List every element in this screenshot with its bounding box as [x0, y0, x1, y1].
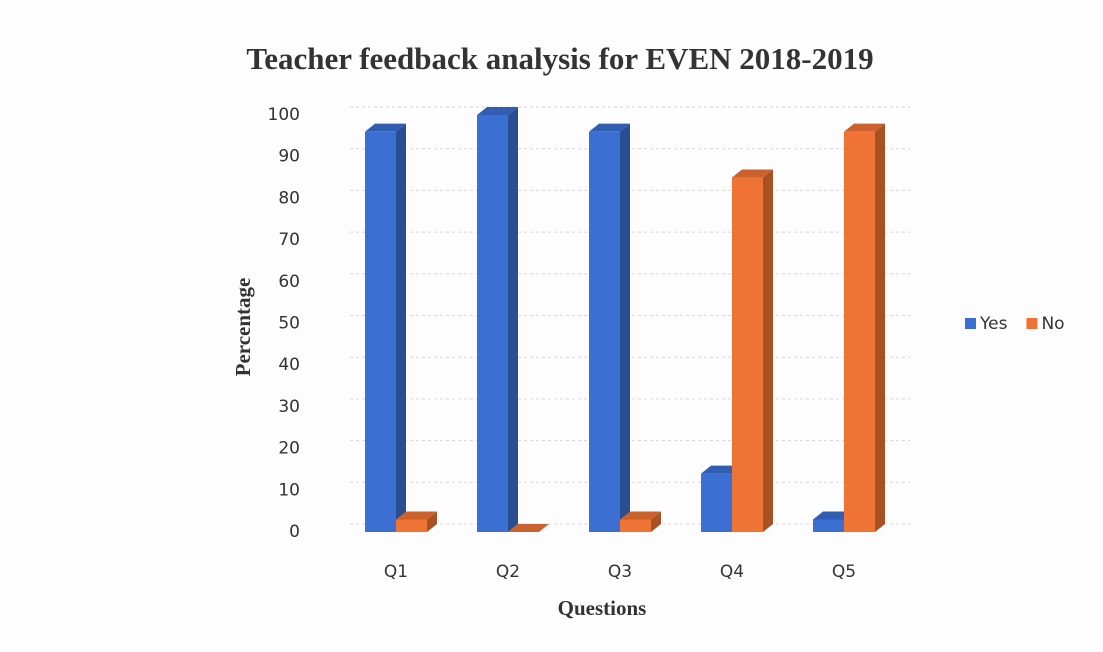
bar-front [844, 131, 875, 532]
legend-label: No [1041, 314, 1064, 334]
bar-side [508, 107, 518, 532]
bar-front [589, 131, 620, 532]
bar [732, 169, 773, 533]
y-tick-label: 60 [278, 272, 300, 292]
bar-side [396, 123, 406, 533]
bar-front [701, 473, 732, 532]
bar-front [396, 519, 427, 532]
bar-top [365, 123, 406, 132]
bar-front [365, 131, 396, 532]
bar-side [763, 169, 773, 533]
legend-swatch [965, 318, 976, 329]
bar-side [620, 123, 630, 533]
y-tick-label: 20 [278, 439, 300, 459]
bar [396, 511, 437, 532]
x-tick-label: Q2 [496, 562, 520, 582]
bar [508, 524, 549, 532]
bar-top [732, 169, 773, 178]
y-tick-label: 0 [289, 522, 300, 542]
bar-front [477, 115, 508, 532]
x-tick-label: Q1 [384, 562, 408, 582]
bar-side [875, 123, 885, 533]
y-tick-label: 40 [278, 355, 300, 375]
bar-top [844, 123, 885, 132]
bar [844, 123, 885, 533]
bar-top [701, 465, 742, 474]
bar-top [620, 511, 661, 520]
bar [589, 123, 630, 533]
bar-top [477, 107, 518, 115]
bar-front [732, 177, 763, 533]
bar-front [813, 519, 844, 532]
y-tick-label: 10 [278, 480, 300, 500]
y-tick-label: 50 [278, 314, 300, 334]
x-tick-label: Q3 [608, 562, 632, 582]
bar-side [651, 511, 661, 532]
y-tick-label: 70 [278, 230, 300, 250]
bar [620, 511, 661, 532]
bar-front [620, 519, 651, 532]
x-axis-label: Questions [558, 596, 647, 620]
bar-top [396, 511, 437, 520]
y-tick-label: 30 [278, 397, 300, 417]
chart-title: Teacher feedback analysis for EVEN 2018-… [246, 41, 873, 76]
y-axis-label: Percentage [231, 278, 255, 377]
y-tick-label: 80 [278, 188, 300, 208]
x-tick-label: Q5 [832, 562, 856, 582]
bar [477, 107, 518, 532]
bar-top [813, 511, 854, 520]
y-tick-label: 100 [268, 105, 300, 125]
bar-top [589, 123, 630, 132]
legend-swatch [1026, 318, 1038, 329]
bar-top [508, 524, 549, 532]
bar-side [427, 511, 437, 532]
y-tick-label: 90 [278, 147, 300, 167]
x-tick-label: Q4 [720, 562, 744, 582]
legend-label: Yes [979, 314, 1008, 334]
bar [365, 123, 406, 533]
